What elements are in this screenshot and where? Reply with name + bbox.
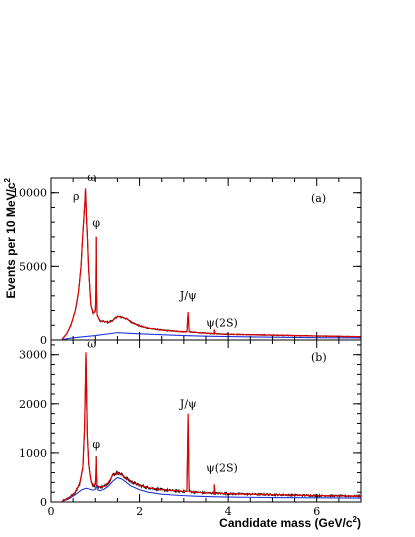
peak-annotation: J/ψ [179, 289, 197, 302]
panel-b-series-red [61, 352, 362, 502]
panel-b-series-layer [61, 352, 362, 502]
peak-annotation: ψ(2S) [206, 317, 238, 330]
panel-a-annotation-layer: ρω φ J/ψ ψ(2S) [73, 171, 238, 330]
x-tick-labels: 0 2 4 6 [48, 505, 321, 518]
panel-b-data-points [61, 353, 362, 502]
y-tick-label: 3000 [19, 349, 47, 362]
y-axis-title-superscript: 2 [3, 177, 12, 182]
y-tick-label: 0 [40, 496, 47, 509]
panel-a-tick-layer: 0 5000 10000 [12, 178, 362, 347]
panel-b-label: (b) [311, 351, 327, 364]
x-axis-title-end: ) [357, 516, 361, 530]
peak-annotation: φ [92, 217, 100, 230]
peak-annotation: J/ψ [179, 398, 197, 411]
y-tick-label: 10000 [12, 187, 47, 200]
x-tick-label: 0 [48, 505, 55, 518]
panel-a-series-red [61, 188, 362, 340]
y-axis-title: Events per 10 MeV/c2 [3, 177, 18, 298]
x-tick-label: 4 [225, 505, 232, 518]
x-axis-title-superscript: 2 [353, 515, 358, 524]
panel-a-label: (a) [311, 192, 326, 205]
peak-annotation: φ [92, 438, 100, 451]
panel-a-series-blue [61, 332, 362, 341]
panel-a-series-layer [61, 188, 362, 341]
panel-b-tick-layer: 0 1000 2000 3000 [19, 340, 362, 509]
y-tick-label: 1000 [19, 447, 47, 460]
peak-annotation: ρ [73, 190, 79, 203]
peak-annotation: ω [87, 337, 96, 350]
panel-b-annotation-layer: ω φ J/ψ ψ(2S) [87, 337, 238, 474]
x-axis-title-main: Candidate mass (GeV/c [219, 516, 353, 530]
x-tick-label: 6 [313, 505, 320, 518]
panel-b-frame [50, 339, 362, 503]
y-axis-title-main: Events per 10 MeV/c [4, 182, 18, 298]
x-tick-label: 2 [136, 505, 143, 518]
y-tick-label: 5000 [19, 260, 47, 273]
y-tick-label: 0 [40, 334, 47, 347]
panel-b: 0 1000 2000 3000 ω φ J/ψ ψ(2S) (b) [19, 337, 362, 509]
peak-annotation: ω [87, 171, 96, 184]
peak-annotation: ψ(2S) [206, 462, 238, 475]
x-axis-title: Candidate mass (GeV/c2) [219, 515, 361, 530]
panel-b-series-blue [61, 476, 362, 502]
y-tick-label: 2000 [19, 398, 47, 411]
